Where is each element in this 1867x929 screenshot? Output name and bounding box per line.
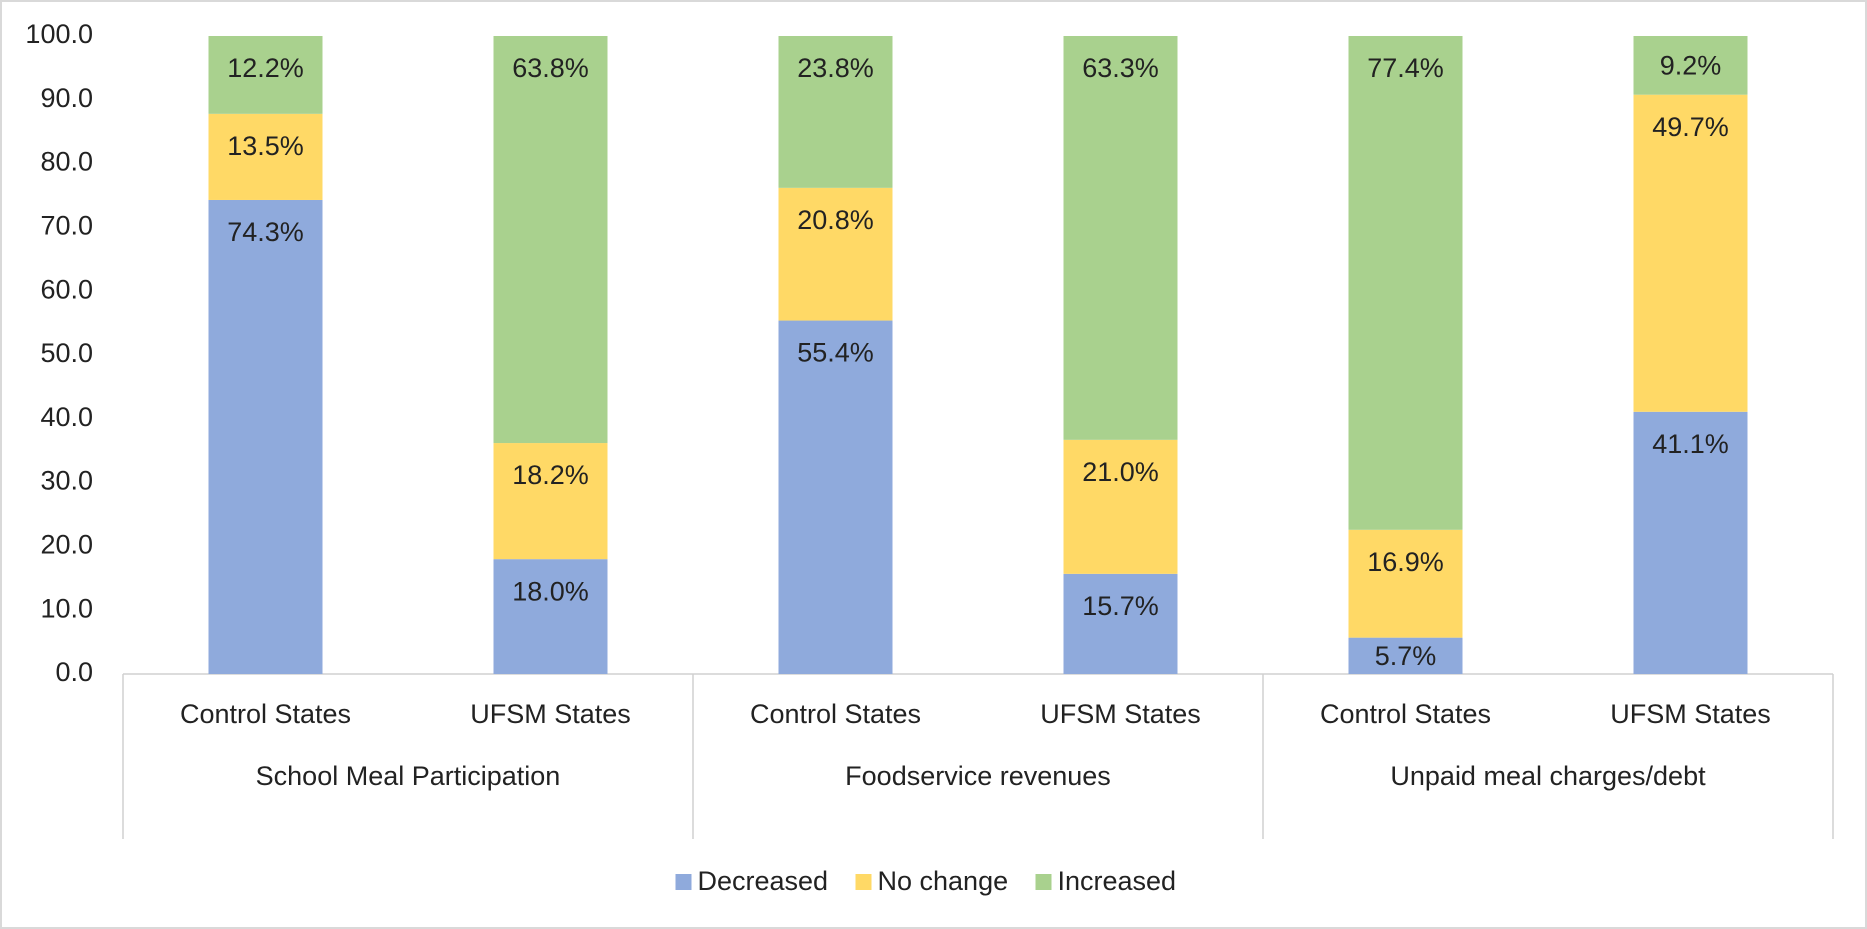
data-label: 16.9% xyxy=(1367,547,1444,577)
y-tick-label: 70.0 xyxy=(40,211,93,241)
data-label: 15.7% xyxy=(1082,591,1159,621)
y-tick-label: 90.0 xyxy=(40,83,93,113)
y-tick-label: 60.0 xyxy=(40,274,93,304)
y-tick-label: 50.0 xyxy=(40,338,93,368)
bar-segment xyxy=(1063,573,1178,674)
data-label: 63.8% xyxy=(512,53,589,83)
bar-segment xyxy=(1348,36,1463,530)
x-tick-label: UFSM States xyxy=(470,699,631,729)
x-tick-label: UFSM States xyxy=(1610,699,1771,729)
bar-segment xyxy=(493,559,608,674)
data-label: 21.0% xyxy=(1082,457,1159,487)
data-label: 23.8% xyxy=(797,53,874,83)
legend-swatch xyxy=(675,874,692,890)
data-label: 13.5% xyxy=(227,131,304,161)
y-tick-label: 20.0 xyxy=(40,530,93,560)
x-tick-label: Control States xyxy=(750,699,921,729)
legend-label: Increased xyxy=(1058,866,1177,896)
bar-segment xyxy=(208,36,323,114)
bar-segment xyxy=(1633,94,1748,412)
data-label: 12.2% xyxy=(227,53,304,83)
group-label: School Meal Participation xyxy=(256,761,561,791)
bar-segment xyxy=(778,36,893,188)
legend-label: Decreased xyxy=(698,866,829,896)
bar-segment xyxy=(493,443,608,560)
group-label: Unpaid meal charges/debt xyxy=(1390,761,1706,791)
data-label: 18.0% xyxy=(512,576,589,606)
bar-segment xyxy=(1348,529,1463,638)
bar-segment xyxy=(1348,637,1463,674)
y-tick-label: 30.0 xyxy=(40,466,93,496)
x-tick-label: UFSM States xyxy=(1040,699,1201,729)
y-tick-label: 100.0 xyxy=(25,19,93,49)
data-label: 20.8% xyxy=(797,205,874,235)
legend-label: No change xyxy=(878,866,1009,896)
y-tick-label: 10.0 xyxy=(40,593,93,623)
bar-segment xyxy=(1633,36,1748,95)
y-tick-label: 80.0 xyxy=(40,147,93,177)
data-label: 5.7% xyxy=(1375,641,1437,671)
data-label: 18.2% xyxy=(512,460,589,490)
data-label: 74.3% xyxy=(227,217,304,247)
bar-segment xyxy=(778,187,893,321)
bar-segment xyxy=(1063,36,1178,440)
y-tick-label: 40.0 xyxy=(40,402,93,432)
legend-swatch xyxy=(855,874,872,890)
data-label: 9.2% xyxy=(1660,50,1722,80)
bar-segment xyxy=(208,199,323,674)
legend-swatch xyxy=(1035,874,1052,890)
data-label: 55.4% xyxy=(797,338,874,368)
bar-segment xyxy=(1063,439,1178,574)
bar-segment xyxy=(208,113,323,200)
data-label: 63.3% xyxy=(1082,53,1159,83)
data-label: 77.4% xyxy=(1367,53,1444,83)
x-tick-label: Control States xyxy=(1320,699,1491,729)
data-label: 49.7% xyxy=(1652,112,1729,142)
bar-segment xyxy=(778,320,893,674)
data-label: 41.1% xyxy=(1652,429,1729,459)
y-tick-label: 0.0 xyxy=(55,657,93,687)
bar-segment xyxy=(493,36,608,444)
group-label: Foodservice revenues xyxy=(845,761,1111,791)
x-tick-label: Control States xyxy=(180,699,351,729)
bar-segment xyxy=(1633,411,1748,674)
